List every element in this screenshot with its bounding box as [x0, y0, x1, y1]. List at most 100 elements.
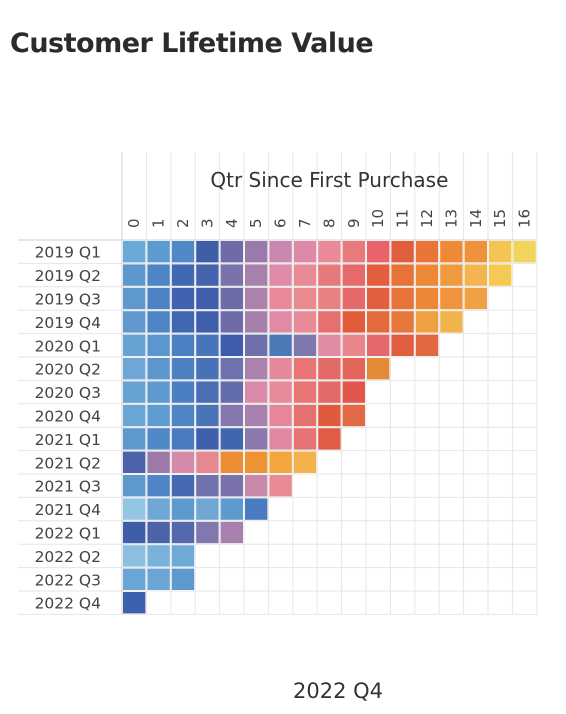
heatmap-cell	[147, 451, 170, 473]
heatmap-cell	[171, 521, 195, 544]
column-label: 16	[516, 209, 534, 228]
heatmap-cell	[464, 287, 487, 310]
row-label: 2019 Q1	[35, 244, 101, 262]
heatmap-cell	[269, 428, 292, 450]
heatmap-cell	[123, 287, 146, 310]
heatmap-cell	[245, 358, 268, 380]
heatmap-cell	[196, 287, 219, 310]
heatmap-cell	[147, 498, 170, 520]
heatmap-cell	[123, 428, 146, 450]
heatmap-cell	[220, 404, 243, 427]
heatmap-cell	[245, 264, 268, 286]
heatmap-cell	[147, 334, 170, 356]
column-label: 4	[223, 218, 241, 228]
heatmap-cell	[196, 241, 219, 263]
heatmap-cell	[123, 241, 146, 263]
heatmap-cell	[391, 264, 414, 286]
column-label: 2	[174, 218, 192, 228]
heatmap-cell	[293, 334, 317, 356]
heatmap-cell	[196, 521, 219, 544]
column-label: 7	[296, 218, 314, 228]
heatmap-cell	[171, 264, 195, 286]
heatmap-cell	[220, 334, 243, 356]
heatmap-cell	[342, 311, 365, 333]
heatmap-cell	[269, 358, 292, 380]
heatmap-cell	[123, 475, 146, 497]
heatmap-cell	[269, 241, 292, 263]
heatmap-cell	[293, 381, 317, 403]
heatmap-cell	[318, 334, 341, 356]
heatmap-cell	[220, 475, 243, 497]
heatmap-cell	[245, 498, 268, 520]
heatmap-cell	[342, 287, 365, 310]
heatmap-cell	[464, 264, 487, 286]
heatmap-cell	[269, 287, 292, 310]
heatmap-cell	[269, 381, 292, 403]
column-label: 15	[491, 209, 509, 228]
column-label: 10	[369, 209, 387, 228]
heatmap-cell	[342, 381, 365, 403]
heatmap-cell	[318, 264, 341, 286]
heatmap-cell	[220, 428, 243, 450]
heatmap-cell	[293, 241, 317, 263]
heatmap-cell	[220, 241, 243, 263]
row-label: 2020 Q3	[35, 384, 101, 402]
heatmap-cell	[196, 475, 219, 497]
heatmap-cell	[123, 334, 146, 356]
heatmap-cell	[245, 311, 268, 333]
row-label: 2019 Q2	[35, 267, 101, 285]
heatmap-cell	[171, 241, 195, 263]
heatmap-cell	[342, 334, 365, 356]
heatmap-cell	[147, 311, 170, 333]
heatmap-cell	[147, 545, 170, 567]
heatmap-cell	[171, 568, 195, 590]
heatmap-cell	[220, 311, 243, 333]
heatmap-cell	[415, 287, 439, 310]
heatmap-cell	[147, 381, 170, 403]
heatmap-cell	[318, 241, 341, 263]
row-label: 2020 Q1	[35, 337, 101, 355]
row-label: 2021 Q2	[35, 454, 101, 472]
heatmap-cell	[220, 381, 243, 403]
heatmap-cell	[123, 498, 146, 520]
heatmap-cell	[293, 264, 317, 286]
heatmap-cell	[220, 521, 243, 544]
heatmap-cell	[171, 404, 195, 427]
heatmap-cell	[147, 404, 170, 427]
heatmap-cell	[123, 568, 146, 590]
column-label: 11	[394, 209, 412, 228]
column-label: 6	[272, 218, 290, 228]
heatmap-cell	[269, 451, 292, 473]
heatmap-cell	[391, 241, 414, 263]
heatmap-cell	[171, 358, 195, 380]
heatmap-cell	[171, 311, 195, 333]
column-label: 13	[442, 209, 460, 228]
heatmap-cell	[269, 475, 292, 497]
heatmap-cell	[147, 428, 170, 450]
heatmap-cell	[440, 311, 463, 333]
heatmap-cell	[245, 334, 268, 356]
heatmap-cell	[415, 264, 439, 286]
heatmap-cell	[513, 241, 536, 263]
heatmap-cell	[171, 475, 195, 497]
heatmap-cell	[171, 498, 195, 520]
heatmap-cell	[318, 428, 341, 450]
heatmap-cell	[245, 404, 268, 427]
heatmap-cell	[171, 451, 195, 473]
row-label: 2022 Q4	[35, 595, 101, 613]
heatmap-cell	[269, 404, 292, 427]
heatmap-cell	[171, 428, 195, 450]
heatmap-cell	[318, 287, 341, 310]
heatmap-cell	[196, 381, 219, 403]
heatmap-cell	[342, 358, 365, 380]
heatmap-cell	[440, 241, 463, 263]
heatmap-cell	[123, 521, 146, 544]
heatmap-cell	[415, 334, 439, 356]
column-label: 9	[345, 218, 363, 228]
heatmap-cell	[245, 451, 268, 473]
heatmap-cell	[269, 311, 292, 333]
row-label: 2019 Q4	[35, 314, 101, 332]
heatmap-cell	[171, 381, 195, 403]
heatmap-cell	[123, 451, 146, 473]
